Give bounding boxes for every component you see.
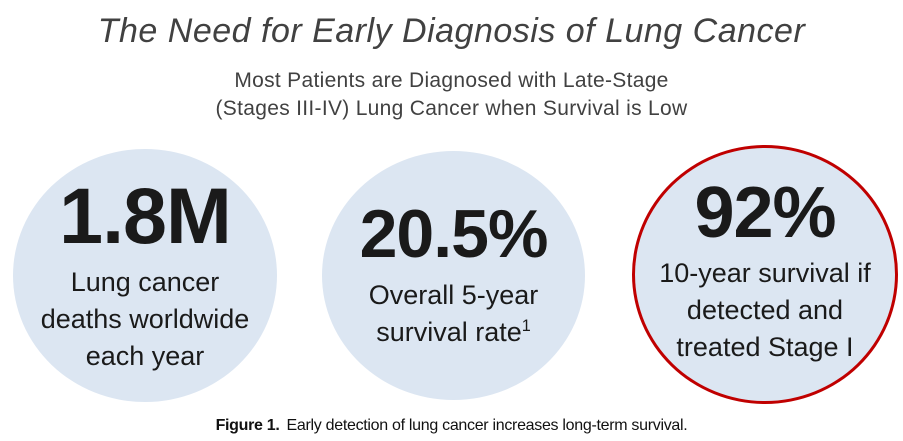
stat-value-survival-rate: 20.5%: [359, 196, 549, 272]
subtitle-line-1: Most Patients are Diagnosed with Late-St…: [234, 69, 669, 92]
stat-circle-survival-rate: 20.5% Overall 5-year survival rate1: [322, 151, 585, 400]
desc-line: survival rate1: [369, 314, 539, 351]
desc-line: treated Stage I: [676, 332, 854, 362]
stat-value-deaths: 1.8M: [59, 171, 232, 260]
stat-description-survival-rate: Overall 5-year survival rate1: [369, 277, 539, 351]
footnote-marker: 1: [521, 317, 531, 335]
stat-circle-stage1-highlighted: 92% 10-year survival if detected and tre…: [632, 145, 898, 404]
stat-circle-deaths: 1.8M Lung cancer deaths worldwide each y…: [13, 149, 277, 402]
stat-description-deaths: Lung cancer deaths worldwide each year: [41, 264, 250, 375]
caption-label: Figure 1.: [215, 417, 280, 434]
stat-description-stage1: 10-year survival if detected and treated…: [659, 255, 871, 366]
desc-line: Lung cancer: [70, 267, 220, 297]
desc-line-text: survival rate: [376, 317, 522, 347]
caption-text: Early detection of lung cancer increases…: [286, 417, 688, 434]
desc-line: 10-year survival if: [659, 258, 871, 288]
figure-title: The Need for Early Diagnosis of Lung Can…: [97, 12, 806, 50]
desc-line: detected and: [686, 295, 844, 325]
subtitle-line-2: (Stages III-IV) Lung Cancer when Surviva…: [215, 97, 688, 120]
stat-value-stage1: 92%: [694, 173, 836, 253]
desc-line: Overall 5-year: [368, 280, 539, 310]
figure-caption: Figure 1. Early detection of lung cancer …: [0, 417, 903, 435]
figure-subtitle: Most Patients are Diagnosed with Late-St…: [0, 67, 903, 123]
desc-line: deaths worldwide: [40, 304, 250, 334]
desc-line: each year: [85, 341, 205, 371]
